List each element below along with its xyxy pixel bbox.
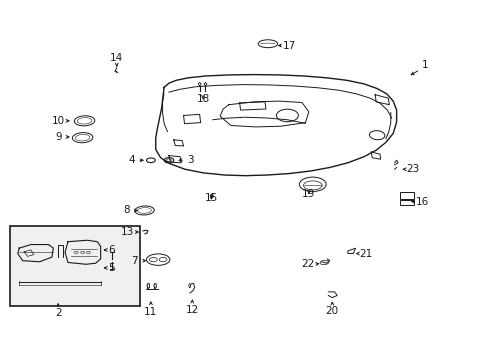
- Text: 11: 11: [144, 307, 157, 316]
- Text: 10: 10: [52, 116, 65, 126]
- Text: 3: 3: [187, 155, 194, 165]
- Text: 7: 7: [131, 256, 138, 266]
- Text: 23: 23: [405, 164, 419, 174]
- Bar: [399, 192, 413, 199]
- Text: 13: 13: [121, 227, 134, 237]
- Text: 17: 17: [282, 41, 295, 50]
- Text: 9: 9: [55, 132, 61, 142]
- Text: 5: 5: [108, 263, 115, 273]
- Text: 1: 1: [421, 60, 427, 70]
- Text: 2: 2: [55, 308, 61, 318]
- Text: 20: 20: [325, 306, 338, 316]
- Text: 6: 6: [108, 245, 115, 255]
- Bar: [10, 226, 140, 306]
- Text: 16: 16: [415, 197, 428, 207]
- Text: 22: 22: [301, 259, 314, 269]
- Text: 8: 8: [123, 206, 129, 216]
- Text: 19: 19: [302, 189, 315, 199]
- Text: 4: 4: [128, 155, 134, 165]
- Bar: [399, 200, 413, 205]
- Text: 14: 14: [110, 53, 123, 63]
- Text: 18: 18: [196, 94, 209, 104]
- Text: 21: 21: [358, 248, 371, 258]
- Text: 12: 12: [185, 305, 199, 315]
- Text: 15: 15: [205, 193, 218, 203]
